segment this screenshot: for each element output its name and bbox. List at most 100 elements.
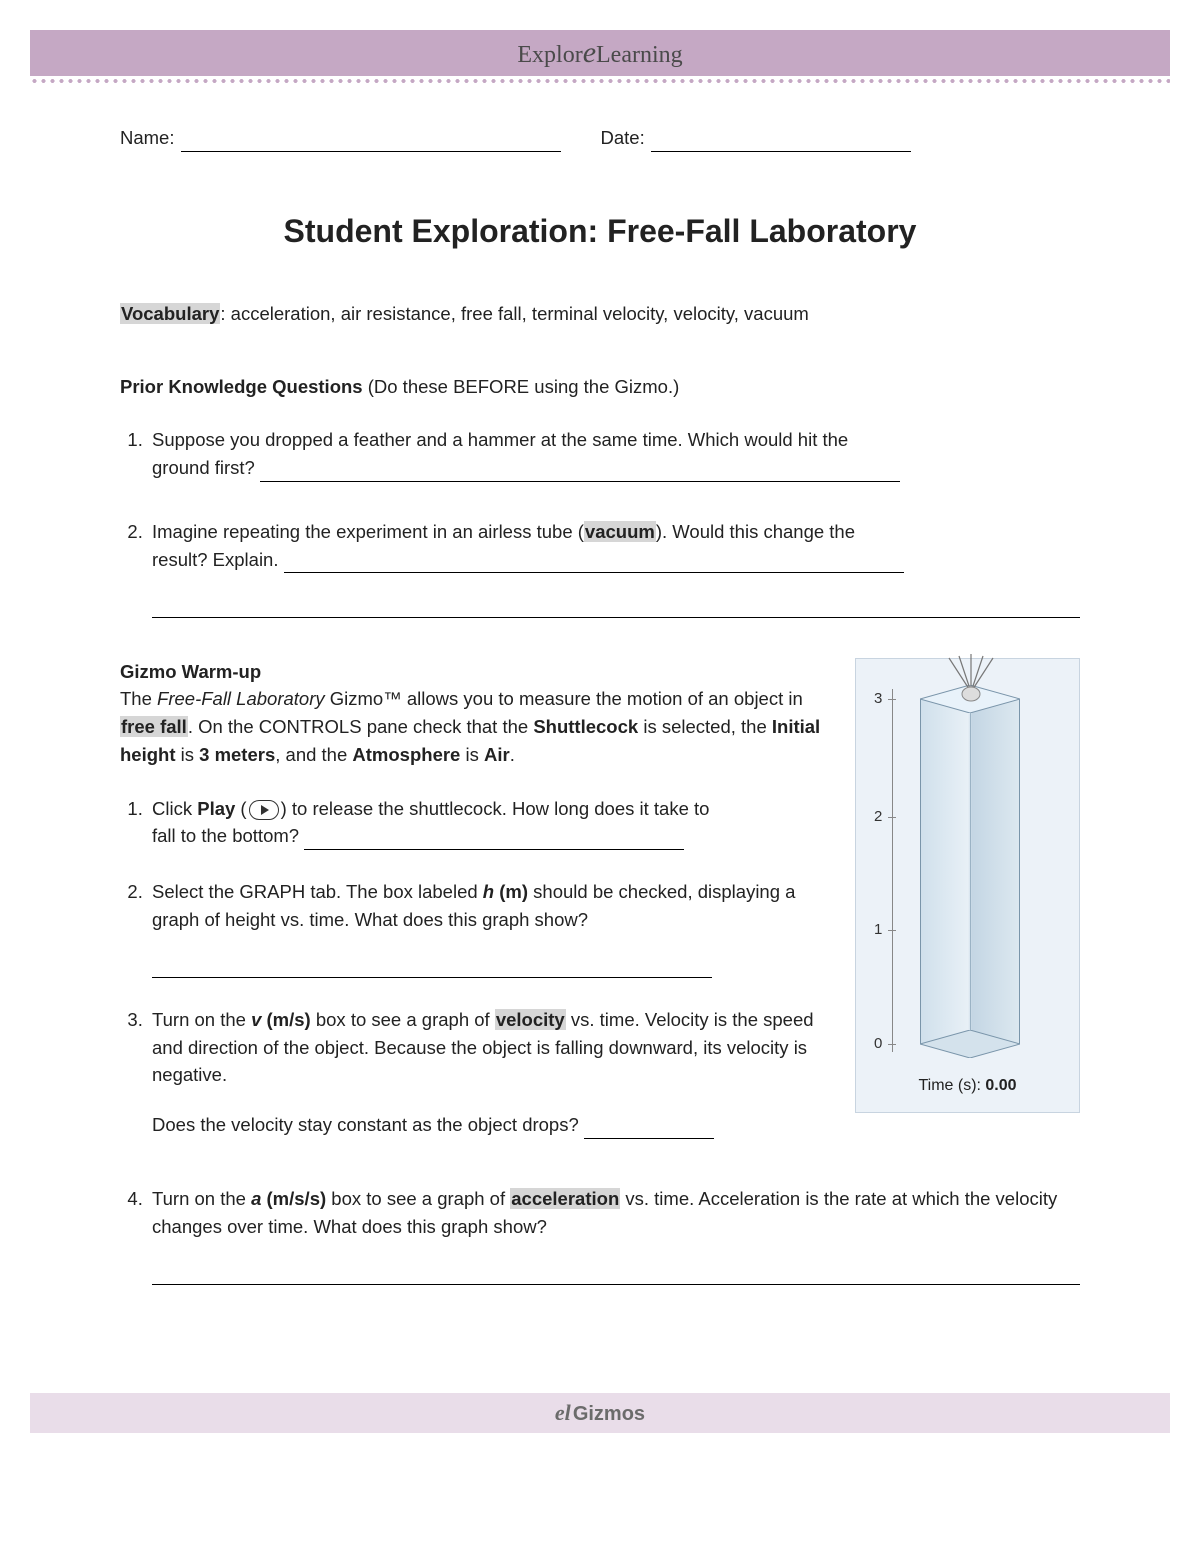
answer-line[interactable] (152, 1264, 1080, 1284)
t: 3 meters (199, 744, 275, 765)
prior-heading-bold: Prior Knowledge Questions (120, 376, 368, 397)
date-field: Date: (601, 124, 911, 152)
header-logo: ExploreLearning (517, 36, 682, 70)
t: Shuttlecock (533, 716, 638, 737)
logo-suffix: Learning (596, 42, 683, 68)
footer-band: elGizmos (30, 1393, 1170, 1433)
tick-mark (888, 930, 896, 931)
shuttlecock-icon (936, 653, 1006, 703)
t: , and the (275, 744, 352, 765)
prism-bottom (920, 1030, 1020, 1058)
name-date-row: Name: Date: (120, 124, 1080, 152)
t: Turn on the (152, 1188, 251, 1209)
t: el (555, 1400, 571, 1425)
tick-label: 1 (874, 919, 882, 942)
warmup-q2: Select the GRAPH tab. The box labeled h … (148, 878, 835, 978)
header-band: ExploreLearning (30, 30, 1170, 76)
warmup-q3: Turn on the v (m/s) box to see a graph o… (148, 1006, 835, 1139)
t: box to see a graph of (326, 1188, 510, 1209)
t: (m/s/s) (261, 1188, 326, 1209)
t: Atmosphere (352, 744, 460, 765)
prior-q2: Imagine repeating the experiment in an a… (148, 510, 1080, 618)
t: box to see a graph of (311, 1009, 495, 1030)
warmup-q1: Click Play ( ) to release the shuttlecock… (148, 787, 835, 851)
tick-label: 2 (874, 806, 882, 829)
name-label: Name: (120, 124, 175, 152)
t: ) to release the shuttlecock. How long d… (281, 798, 710, 819)
t: Play (197, 798, 235, 819)
time-value: 0.00 (985, 1077, 1016, 1094)
t: Free-Fall Laboratory (157, 688, 325, 709)
name-line[interactable] (181, 131, 561, 151)
logo-cursive: e (583, 36, 596, 69)
answer-line[interactable] (584, 1119, 714, 1139)
acceleration-term: acceleration (510, 1188, 620, 1209)
t: Turn on the (152, 1009, 251, 1030)
prior-q2-a: Imagine repeating the experiment in an a… (152, 521, 584, 542)
answer-line[interactable] (284, 553, 904, 573)
t: a (251, 1188, 261, 1209)
answer-line[interactable] (260, 461, 900, 481)
t: v (251, 1009, 261, 1030)
t: Gizmos (573, 1403, 645, 1425)
t: is (176, 744, 200, 765)
t: Air (484, 744, 510, 765)
warmup-section: Gizmo Warm-up The Free-Fall Laboratory G… (120, 658, 1080, 1167)
footer-logo: elGizmos (555, 1400, 645, 1426)
date-label: Date: (601, 124, 645, 152)
prior-q1: Suppose you dropped a feather and a hamm… (148, 418, 1080, 482)
prior-heading-rest: (Do these BEFORE using the Gizmo.) (368, 376, 680, 397)
answer-line[interactable] (304, 830, 684, 850)
answer-line[interactable] (152, 597, 1080, 617)
tick-mark (888, 699, 896, 700)
t: Does the velocity stay constant as the o… (152, 1114, 584, 1135)
t: ( (235, 798, 246, 819)
prior-q2-b: ). Would this change the (656, 521, 855, 542)
worksheet-page: ExploreLearning Name: Date: Student Expl… (0, 0, 1200, 1433)
freefall-term: free fall (120, 716, 188, 737)
t: Gizmo™ allows you to measure the motion … (325, 688, 803, 709)
tick-mark (888, 1044, 896, 1045)
time-label: Time (s): 0.00 (856, 1074, 1079, 1098)
prior-knowledge-section: Prior Knowledge Questions (Do these BEFO… (120, 373, 1080, 618)
warmup-question-list-cont: Turn on the a (m/s/s) box to see a graph… (120, 1185, 1080, 1285)
t: . (510, 744, 515, 765)
page-title: Student Exploration: Free-Fall Laborator… (120, 207, 1080, 255)
warmup-text: Gizmo Warm-up The Free-Fall Laboratory G… (120, 658, 835, 1167)
tick-label: 3 (874, 688, 882, 711)
prism-tube (920, 699, 1020, 1044)
velocity-term: velocity (495, 1009, 566, 1030)
t: is selected, the (638, 716, 772, 737)
prior-q2-c: result? Explain. (152, 549, 284, 570)
warmup-heading: Gizmo Warm-up (120, 658, 835, 686)
content: Name: Date: Student Exploration: Free-Fa… (30, 84, 1170, 1353)
t: Click (152, 798, 197, 819)
t: Select the GRAPH tab. The box labeled (152, 881, 483, 902)
diagram-axis (892, 689, 893, 1052)
warmup-intro: The Free-Fall Laboratory Gizmo™ allows y… (120, 685, 835, 768)
prior-question-list: Suppose you dropped a feather and a hamm… (120, 418, 1080, 617)
freefall-diagram: 3 2 1 0 (855, 658, 1080, 1113)
vacuum-term: vacuum (584, 521, 656, 542)
warmup-question-list: Click Play ( ) to release the shuttlecock… (120, 787, 835, 1139)
vocabulary-section: Vocabulary: acceleration, air resistance… (120, 300, 1080, 328)
t: Time (s): (918, 1077, 985, 1094)
answer-line[interactable] (152, 958, 712, 978)
t: h (483, 881, 494, 902)
logo-prefix: Explor (517, 42, 582, 68)
prism-edge (970, 699, 971, 1044)
t: The (120, 688, 157, 709)
tick-label: 0 (874, 1032, 882, 1055)
warmup-q4: Turn on the a (m/s/s) box to see a graph… (148, 1185, 1080, 1285)
date-line[interactable] (651, 131, 911, 151)
t: fall to the bottom? (152, 825, 304, 846)
prior-q1-line2: ground first? (152, 457, 260, 478)
prior-q1-line1: Suppose you dropped a feather and a hamm… (152, 429, 848, 450)
t: is (460, 744, 484, 765)
tick-mark (888, 817, 896, 818)
vocab-text: : acceleration, air resistance, free fal… (220, 303, 808, 324)
t: . On the CONTROLS pane check that the (188, 716, 534, 737)
vocab-label: Vocabulary (120, 303, 220, 324)
prior-heading: Prior Knowledge Questions (Do these BEFO… (120, 373, 1080, 401)
play-icon (249, 800, 279, 820)
